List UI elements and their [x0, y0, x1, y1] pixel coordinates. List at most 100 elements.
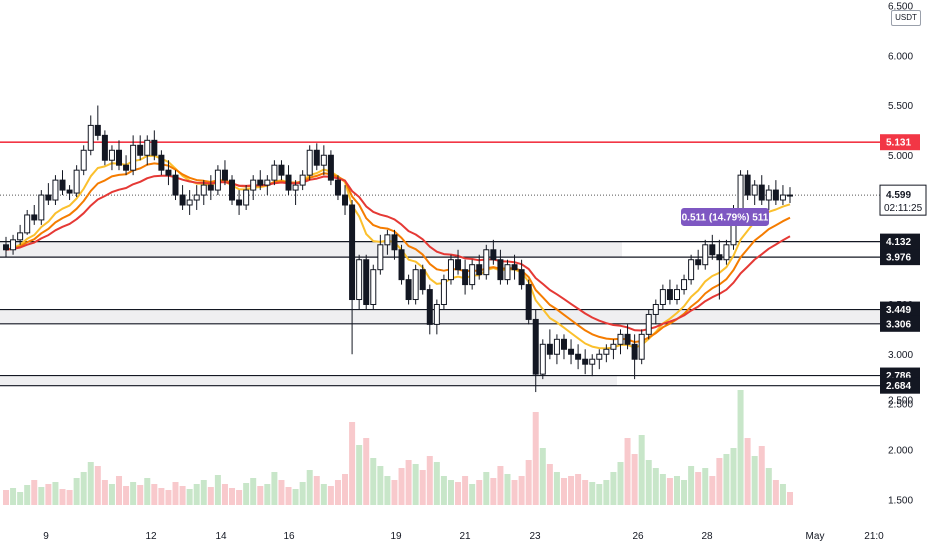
candle-down: [101, 134, 108, 161]
volume-bar: [31, 480, 38, 505]
candle-down: [744, 174, 751, 196]
candle-down: [426, 289, 433, 325]
volume-bar: [638, 435, 645, 505]
candle-down: [695, 259, 702, 266]
volume-bar: [377, 466, 384, 505]
volume-bar: [765, 468, 772, 505]
volume-bar: [243, 483, 250, 505]
price-tag-label: 4.132: [886, 237, 911, 248]
volume-bar: [116, 476, 123, 505]
candle-down: [455, 259, 462, 271]
candle-up: [539, 343, 546, 375]
candle-down: [631, 343, 638, 360]
candle-up: [440, 279, 447, 305]
candle-up: [243, 189, 250, 206]
volume-bar: [709, 476, 716, 505]
candle-down: [716, 254, 723, 261]
price-tag: [880, 301, 920, 318]
y-tick-label: 6.500: [888, 2, 913, 13]
candle-up: [299, 174, 306, 186]
volume-bar: [186, 489, 193, 505]
candle-down: [236, 199, 243, 206]
volume-bar: [553, 472, 560, 505]
volume-bar: [250, 478, 257, 505]
volume-bar: [779, 484, 786, 505]
volume-bar: [659, 474, 666, 505]
candle-up: [264, 179, 271, 186]
volume-bar: [440, 476, 447, 505]
price-tag: [880, 315, 920, 332]
candle-up: [681, 279, 688, 291]
volume-bar: [349, 422, 356, 505]
candle-up: [673, 289, 680, 301]
volume-bar: [278, 480, 285, 505]
candle-down: [787, 194, 793, 197]
price-tag: [880, 377, 920, 394]
candle-down: [342, 194, 349, 206]
candle-down: [398, 249, 405, 281]
candle-down: [123, 164, 130, 171]
volume-bar: [236, 490, 243, 505]
volume-bar: [391, 480, 398, 505]
volume-bar: [94, 466, 101, 505]
volume-bar: [483, 472, 490, 505]
volume-bar: [504, 474, 511, 505]
volume-bar: [370, 458, 377, 505]
x-tick-label: 21: [459, 531, 471, 542]
volume-bar: [24, 485, 31, 505]
price-tag: [880, 134, 920, 151]
candle-down: [151, 139, 158, 156]
volume-bar: [172, 482, 179, 505]
volume-bar: [497, 466, 504, 505]
price-tag-label: 3.449: [886, 305, 911, 316]
volume-bar: [384, 476, 391, 505]
candle-down: [285, 174, 292, 191]
candle-up: [214, 169, 221, 191]
candle-down: [462, 269, 469, 286]
y-tick-label: 2.500: [888, 400, 913, 411]
candle-up: [765, 189, 772, 201]
candle-up: [10, 239, 17, 251]
candle-down: [257, 179, 264, 186]
volume-bar: [539, 448, 546, 505]
candle-down: [327, 154, 334, 181]
y-tick-label: 5.000: [888, 151, 913, 162]
candle-down: [116, 149, 123, 166]
x-tick-label: 16: [283, 531, 295, 542]
candle-down: [490, 249, 497, 261]
countdown-label: 02:11:25: [884, 203, 923, 214]
x-tick-label: 9: [43, 531, 49, 542]
candle-down: [349, 204, 356, 301]
candle-down: [497, 259, 504, 281]
volume-bar: [603, 480, 610, 505]
candle-down: [560, 338, 567, 350]
currency-label: USDT: [891, 10, 921, 26]
candle-up: [433, 304, 440, 325]
volume-bar: [751, 456, 758, 505]
volume-bar: [151, 484, 158, 505]
candle-up: [200, 184, 207, 196]
x-tick-label: 28: [701, 531, 713, 542]
candle-down: [758, 184, 765, 201]
volume-bar: [631, 454, 638, 505]
volume-bar: [645, 460, 652, 505]
volume-bar: [207, 487, 214, 505]
candle-down: [624, 333, 631, 345]
volume-bar: [80, 472, 87, 505]
volume-bar: [518, 476, 525, 505]
volume-bar: [327, 486, 334, 505]
candle-down: [3, 244, 9, 251]
candle-up: [24, 214, 31, 234]
candle-down: [31, 214, 38, 221]
volume-bar: [695, 472, 702, 505]
volume-bar: [469, 484, 476, 505]
volume-bar: [292, 489, 299, 505]
candle-down: [391, 234, 398, 251]
volume-tick-label: 1.500: [888, 496, 913, 507]
volume-bar: [455, 482, 462, 505]
volume-bar: [490, 478, 497, 505]
volume-bar: [758, 446, 765, 505]
y-tick-label: 3.000: [888, 350, 913, 361]
